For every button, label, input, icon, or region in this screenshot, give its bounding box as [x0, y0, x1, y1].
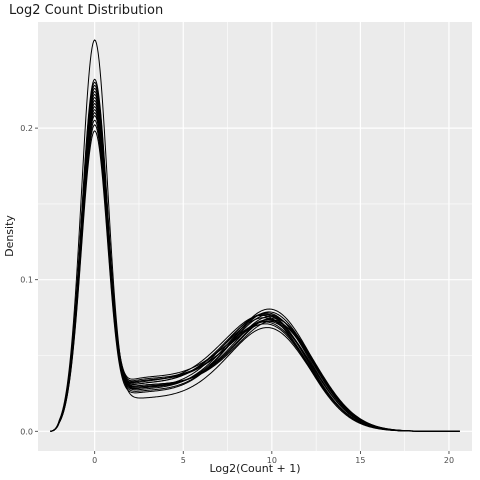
y-tick-label: 0.0 [20, 427, 33, 436]
density-lines [50, 39, 460, 432]
x-tick-label: 5 [181, 456, 186, 465]
x-tick-label: 0 [92, 456, 97, 465]
x-axis-ticks: 0 5 10 15 20 [92, 451, 454, 465]
grid-lines [38, 22, 472, 451]
x-tick-label: 20 [444, 456, 454, 465]
x-tick-label: 15 [355, 456, 365, 465]
x-axis-title: Log2(Count + 1) [209, 462, 300, 475]
chart-title: Log2 Count Distribution [9, 3, 163, 18]
y-axis-ticks: 0.0 0.1 0.2 [20, 124, 38, 436]
x-tick-label: 10 [267, 456, 277, 465]
y-tick-label: 0.2 [20, 124, 33, 133]
y-tick-label: 0.1 [20, 276, 33, 285]
plot-panel [38, 22, 472, 451]
y-axis-title: Density [3, 215, 16, 257]
density-line-17 [50, 130, 460, 432]
